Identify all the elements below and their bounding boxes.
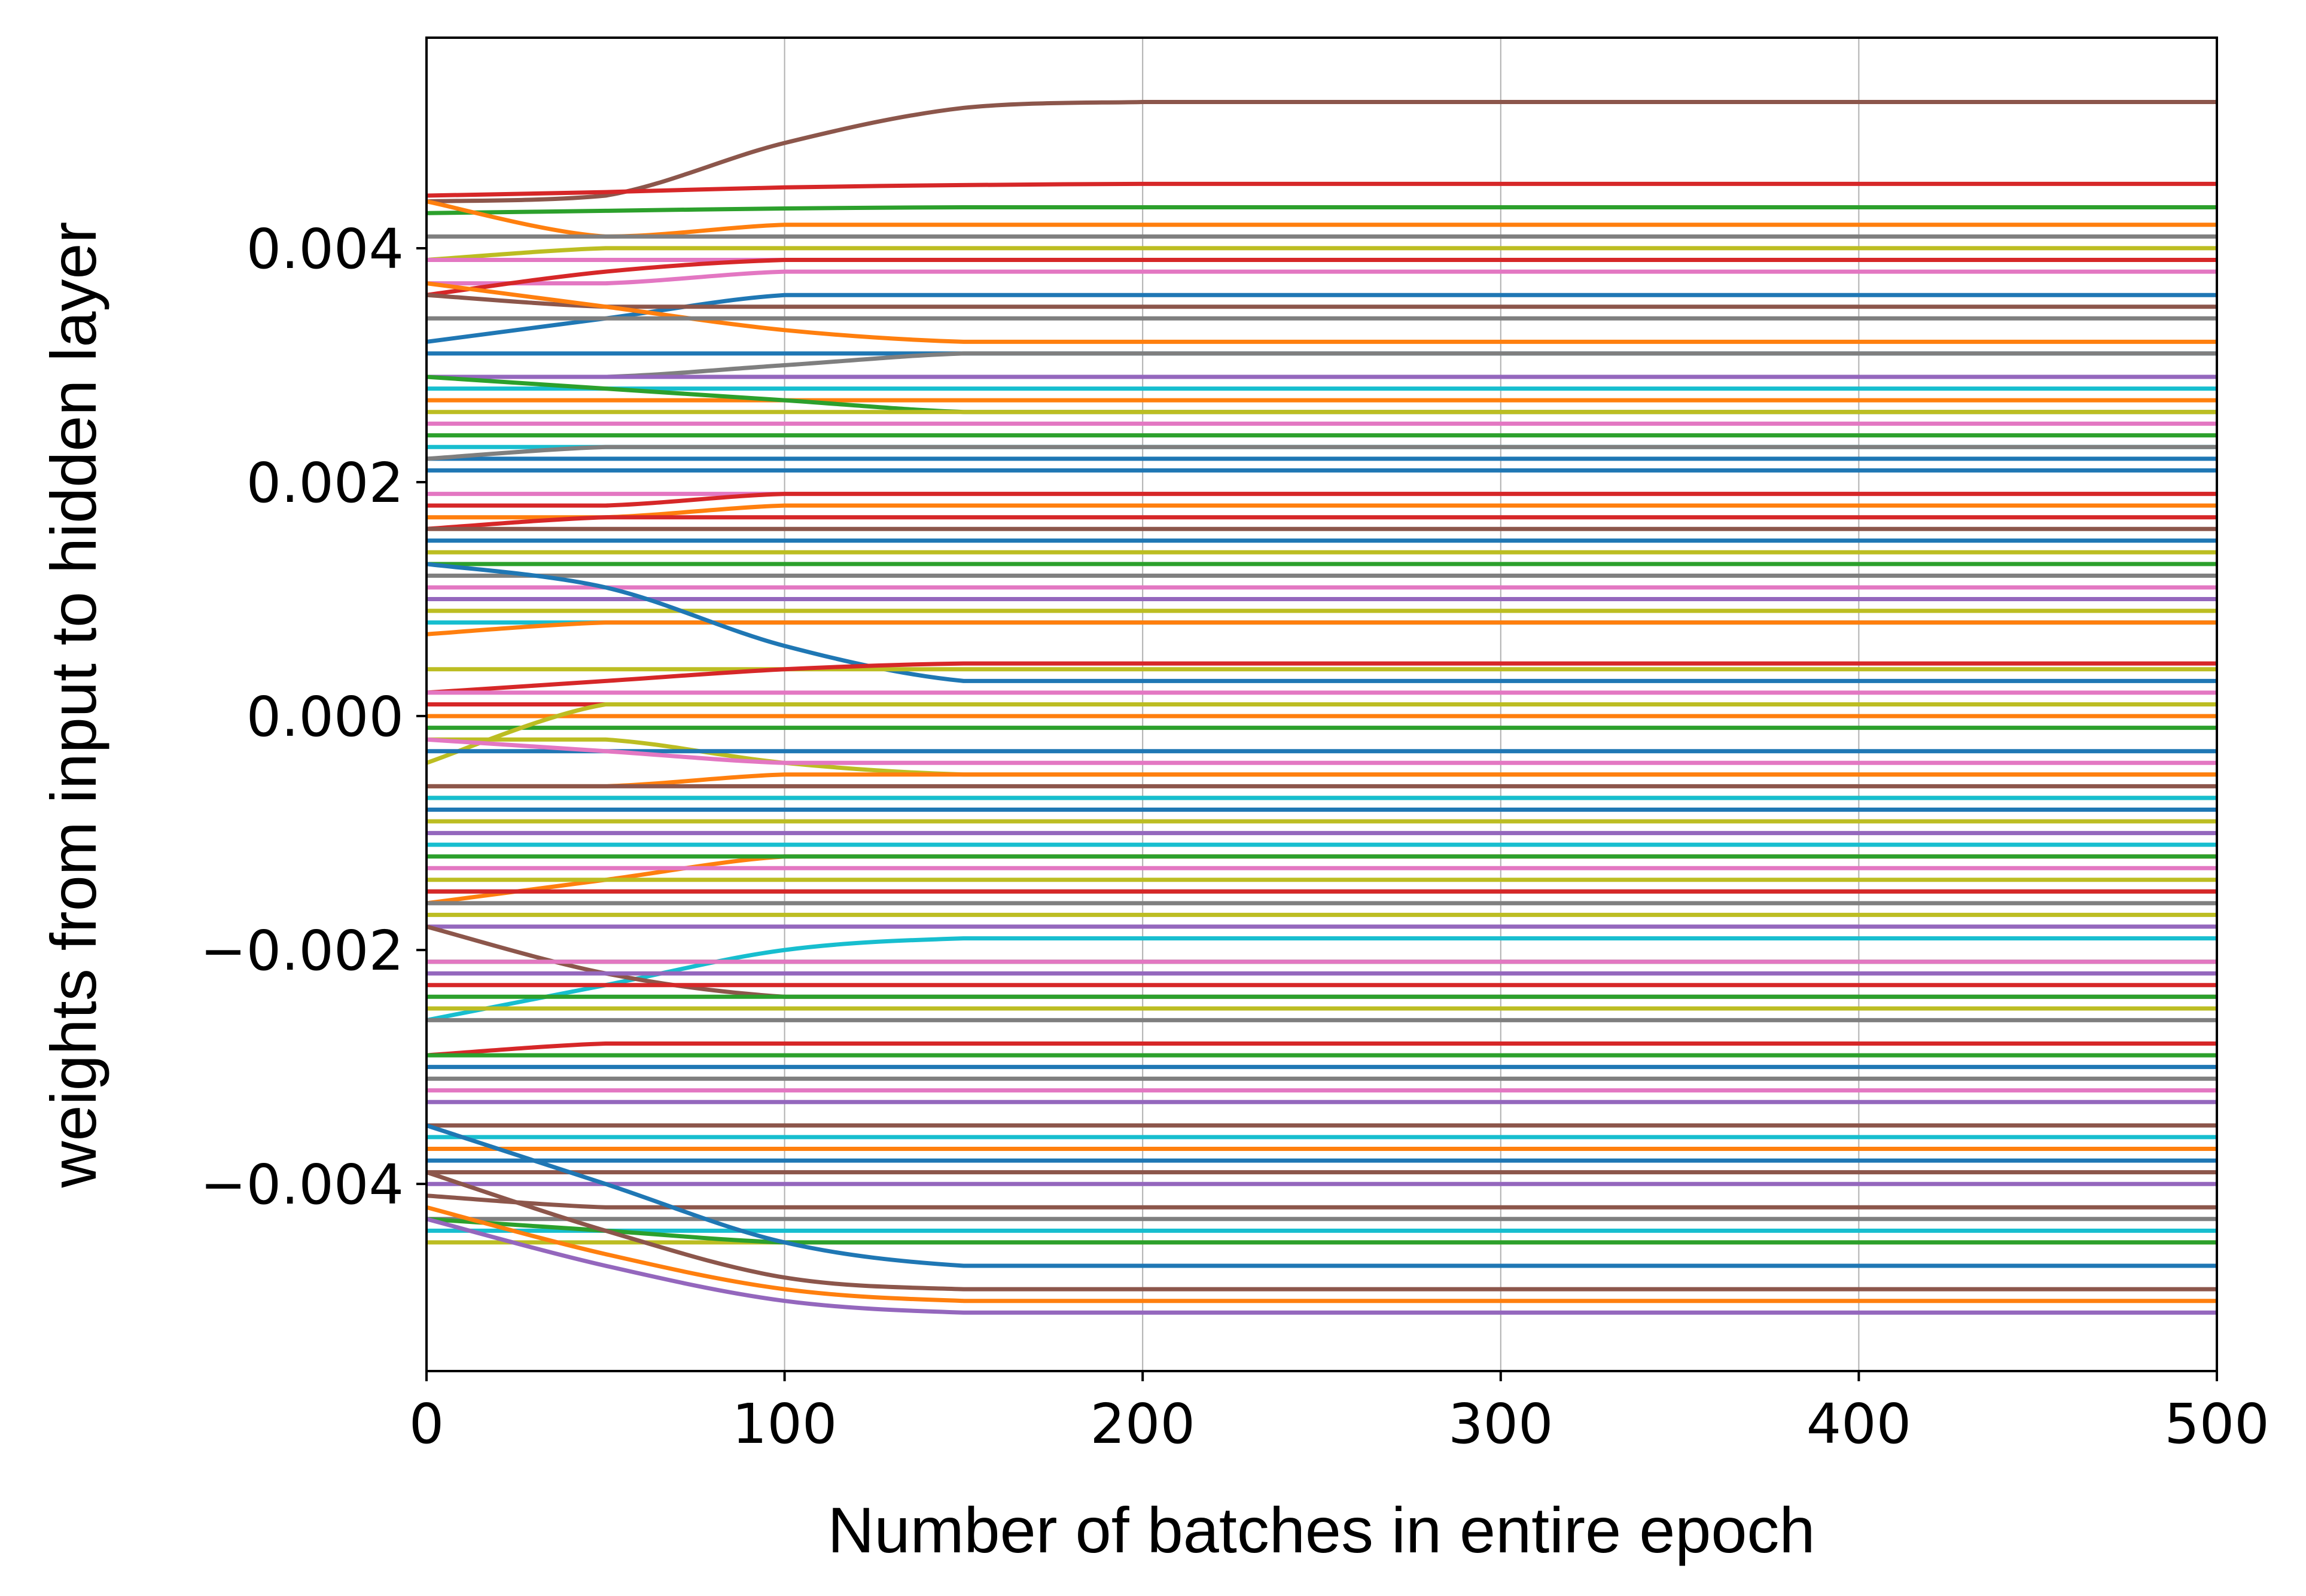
series-line bbox=[427, 269, 2217, 286]
x-tick-label: 100 bbox=[732, 1392, 837, 1456]
series-line bbox=[427, 181, 2217, 198]
series-line bbox=[427, 702, 2217, 765]
y-tick-label: 0.000 bbox=[246, 685, 404, 749]
series-line bbox=[427, 99, 2217, 204]
series-line bbox=[427, 737, 2217, 765]
series-line bbox=[427, 661, 2217, 695]
series-line bbox=[427, 199, 2217, 239]
series-line bbox=[427, 562, 2217, 683]
series-line bbox=[427, 772, 2217, 788]
series-line bbox=[427, 374, 2217, 415]
y-tick-label: 0.002 bbox=[246, 451, 404, 515]
x-tick-label: 200 bbox=[1090, 1392, 1195, 1456]
series-line bbox=[427, 1123, 2217, 1268]
series-line bbox=[427, 1041, 2217, 1058]
series-line bbox=[427, 492, 2217, 508]
series-line bbox=[427, 293, 2217, 309]
series-line bbox=[427, 1193, 2217, 1210]
series-line bbox=[427, 351, 2217, 379]
series-line bbox=[427, 1170, 2217, 1292]
series-line bbox=[427, 1217, 2217, 1245]
series-line bbox=[427, 936, 2217, 1022]
series-line bbox=[427, 1205, 2217, 1303]
x-tick-label: 500 bbox=[2164, 1392, 2270, 1456]
series-line bbox=[427, 1217, 2217, 1315]
plot-frame bbox=[425, 36, 2218, 1372]
series-layer bbox=[427, 99, 2217, 1315]
series-line bbox=[427, 515, 2217, 531]
ticks: 0 100 200 300 400 500 −0.004 −0.002 0.000 0.002 0.… bbox=[200, 217, 2270, 1456]
series-line bbox=[427, 620, 2217, 636]
y-tick-label: −0.002 bbox=[200, 919, 404, 983]
series-line bbox=[427, 444, 2217, 461]
y-axis-title: weights from input to hidden layer bbox=[37, 222, 109, 1189]
series-line bbox=[427, 503, 2217, 520]
series-line bbox=[427, 205, 2217, 215]
x-tick-label: 300 bbox=[1448, 1392, 1553, 1456]
y-tick-label: 0.004 bbox=[246, 217, 404, 281]
x-tick-label: 400 bbox=[1807, 1392, 1912, 1456]
y-tick-label: −0.004 bbox=[200, 1153, 404, 1217]
x-axis-title: Number of batches in entire epoch bbox=[828, 1494, 1815, 1566]
x-tick-label: 0 bbox=[409, 1392, 444, 1456]
series-line bbox=[427, 246, 2217, 262]
series-line bbox=[427, 257, 2217, 297]
series-line bbox=[427, 293, 2217, 344]
series-line bbox=[427, 281, 2217, 344]
